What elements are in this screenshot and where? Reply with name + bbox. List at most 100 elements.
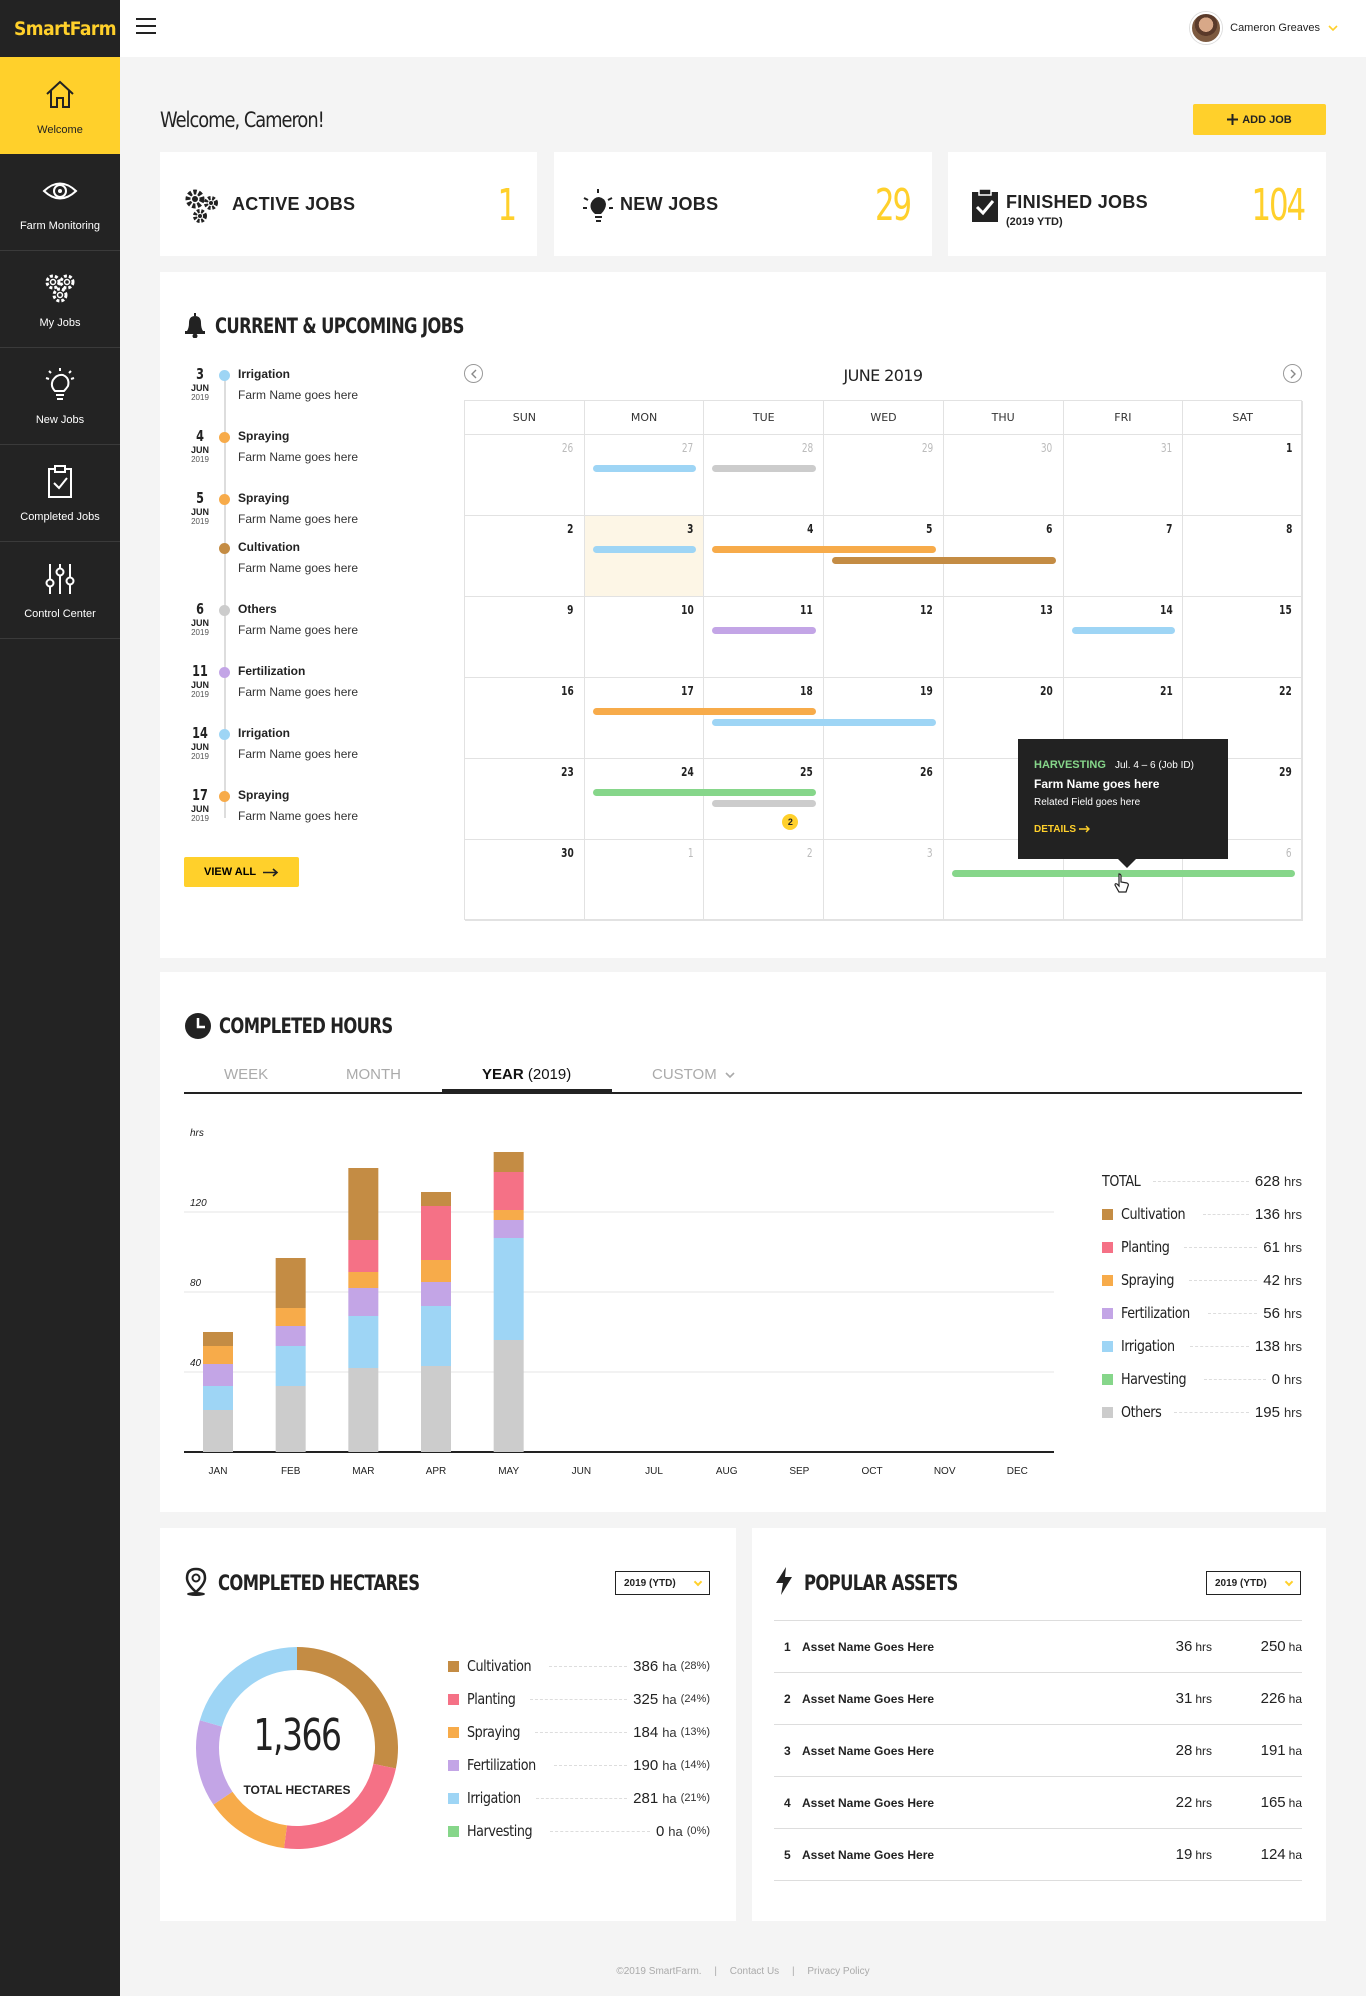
calendar-day-cell[interactable]: 16 <box>465 678 585 759</box>
calendar-day-cell[interactable]: 9 <box>465 597 585 678</box>
bar-segment-irrigation[interactable] <box>348 1316 379 1368</box>
calendar-day-cell[interactable]: 8 <box>1183 516 1303 597</box>
bar-segment-others[interactable] <box>348 1368 379 1452</box>
bar-segment-cultivation[interactable] <box>203 1332 233 1346</box>
calendar-day-cell[interactable]: 2 <box>465 516 585 597</box>
bar-segment-fertilization[interactable] <box>203 1364 233 1386</box>
tab-year[interactable]: YEAR (2019) <box>482 1066 571 1083</box>
calendar-day-cell[interactable]: 19 <box>824 678 944 759</box>
bar-segment-cultivation[interactable] <box>421 1192 451 1206</box>
calendar-day-cell[interactable]: 1 <box>584 840 705 921</box>
bar-segment-spraying[interactable] <box>203 1346 233 1364</box>
table-row[interactable]: 5 Asset Name Goes Here 19 hrs 124 ha <box>774 1828 1302 1880</box>
user-menu[interactable]: Cameron Greaves <box>1190 12 1338 44</box>
calendar-job-bar[interactable] <box>592 789 817 796</box>
view-all-button[interactable]: VIEW ALL <box>184 857 299 887</box>
calendar-prev-button[interactable] <box>464 364 483 383</box>
calendar-day-cell[interactable]: 18 <box>704 678 825 759</box>
footer-contact-link[interactable]: Contact Us <box>729 1966 780 1977</box>
calendar-day-cell[interactable]: 6 <box>943 516 1064 597</box>
bar-segment-others[interactable] <box>493 1340 524 1452</box>
table-row[interactable]: 4 Asset Name Goes Here 22 hrs 165 ha <box>774 1776 1302 1828</box>
bar-segment-fertilization[interactable] <box>275 1326 306 1346</box>
calendar-day-cell[interactable]: 26 <box>824 759 944 840</box>
calendar-job-bar[interactable] <box>712 627 817 634</box>
calendar-job-bar[interactable] <box>832 557 1056 564</box>
table-row[interactable]: 2 Asset Name Goes Here 31 hrs 226 ha <box>774 1672 1302 1724</box>
calendar-day-cell[interactable]: 4 <box>704 516 825 597</box>
calendar-job-bar[interactable] <box>712 465 817 472</box>
add-job-button[interactable]: ADD JOB <box>1193 104 1326 135</box>
calendar-day-cell[interactable]: 1 <box>1183 435 1303 516</box>
bar-segment-irrigation[interactable] <box>493 1238 524 1340</box>
donut-slice-irrigation[interactable] <box>199 1647 297 1727</box>
sidebar-item-control-center[interactable]: Control Center <box>0 542 120 639</box>
footer-privacy-link[interactable]: Privacy Policy <box>807 1966 870 1977</box>
calendar-day-cell[interactable]: 7 <box>1063 516 1184 597</box>
table-row[interactable]: 1 Asset Name Goes Here 36 hrs 250 ha <box>774 1620 1302 1672</box>
bar-segment-irrigation[interactable] <box>421 1306 451 1366</box>
calendar-day-cell[interactable]: 30 <box>465 840 585 921</box>
calendar-day-cell[interactable]: 10 <box>584 597 705 678</box>
bar-segment-spraying[interactable] <box>275 1308 306 1326</box>
calendar-day-cell[interactable]: 15 <box>1183 597 1303 678</box>
calendar-day-cell[interactable]: 14 <box>1063 597 1184 678</box>
calendar-day-cell[interactable]: 25 <box>704 759 825 840</box>
bar-segment-spraying[interactable] <box>421 1260 451 1282</box>
brand-logo[interactable]: SmartFarm <box>14 17 117 40</box>
bar-segment-others[interactable] <box>203 1410 233 1452</box>
bar-segment-cultivation[interactable] <box>275 1258 306 1308</box>
bar-segment-irrigation[interactable] <box>275 1346 306 1386</box>
calendar-day-cell[interactable]: 2 <box>704 840 825 921</box>
calendar-next-button[interactable] <box>1283 364 1302 383</box>
sidebar-item-welcome[interactable]: Welcome <box>0 57 120 154</box>
bar-segment-planting[interactable] <box>493 1172 524 1210</box>
sidebar-item-my-jobs[interactable]: My Jobs <box>0 251 120 348</box>
calendar-day-cell[interactable]: 27 <box>584 435 705 516</box>
assets-year-select[interactable]: 2019 (YTD) <box>1206 1571 1301 1595</box>
donut-slice-cultivation[interactable] <box>297 1647 398 1769</box>
tab-week[interactable]: WEEK <box>224 1066 269 1083</box>
calendar-day-cell[interactable]: 17 <box>584 678 705 759</box>
calendar-day-cell[interactable]: 31 <box>1063 435 1184 516</box>
calendar-day-cell[interactable]: 20 <box>943 678 1064 759</box>
bar-segment-irrigation[interactable] <box>203 1386 233 1410</box>
bar-segment-fertilization[interactable] <box>493 1220 524 1238</box>
tooltip-details-link[interactable]: DETAILS <box>1034 824 1212 835</box>
finished-jobs-card[interactable]: FINISHED JOBS (2019 YTD) 104 <box>948 152 1326 256</box>
calendar-day-cell[interactable]: 3 <box>824 840 944 921</box>
calendar-job-bar[interactable] <box>712 546 936 553</box>
calendar-day-cell[interactable]: 29 <box>1183 759 1303 840</box>
calendar-day-cell[interactable]: 13 <box>943 597 1064 678</box>
sidebar-item-farm-monitoring[interactable]: Farm Monitoring <box>0 154 120 251</box>
calendar-job-bar[interactable] <box>592 546 697 553</box>
calendar-job-bar[interactable] <box>592 708 817 715</box>
bar-segment-planting[interactable] <box>421 1206 451 1260</box>
sidebar-item-completed-jobs[interactable]: Completed Jobs <box>0 445 120 542</box>
calendar-day-cell[interactable]: 29 <box>824 435 944 516</box>
bar-segment-spraying[interactable] <box>348 1272 379 1288</box>
calendar-day-cell[interactable]: 26 <box>465 435 585 516</box>
new-jobs-card[interactable]: NEW JOBS 29 <box>554 152 932 256</box>
bar-segment-fertilization[interactable] <box>348 1288 379 1316</box>
calendar-day-cell[interactable]: 3 <box>584 516 705 597</box>
donut-slice-fertilization[interactable] <box>196 1720 233 1805</box>
bar-segment-planting[interactable] <box>348 1240 379 1272</box>
calendar-day-cell[interactable]: 6 <box>1183 840 1303 921</box>
active-jobs-card[interactable]: ACTIVE JOBS 1 <box>160 152 537 256</box>
donut-slice-spraying[interactable] <box>213 1791 287 1849</box>
calendar-day-cell[interactable]: 23 <box>465 759 585 840</box>
calendar-job-bar[interactable] <box>592 465 697 472</box>
more-jobs-badge[interactable]: 2 <box>782 814 799 830</box>
bar-segment-spraying[interactable] <box>493 1210 524 1220</box>
calendar-day-cell[interactable]: 30 <box>943 435 1064 516</box>
bar-segment-others[interactable] <box>275 1386 306 1452</box>
tab-month[interactable]: MONTH <box>346 1066 401 1083</box>
calendar-job-bar[interactable] <box>712 719 936 726</box>
calendar-job-bar[interactable] <box>1071 627 1176 634</box>
sidebar-item-new-jobs[interactable]: New Jobs <box>0 348 120 445</box>
donut-slice-planting[interactable] <box>284 1763 396 1849</box>
bar-segment-cultivation[interactable] <box>493 1152 524 1172</box>
bar-segment-cultivation[interactable] <box>348 1168 379 1240</box>
calendar-day-cell[interactable]: 24 <box>584 759 705 840</box>
